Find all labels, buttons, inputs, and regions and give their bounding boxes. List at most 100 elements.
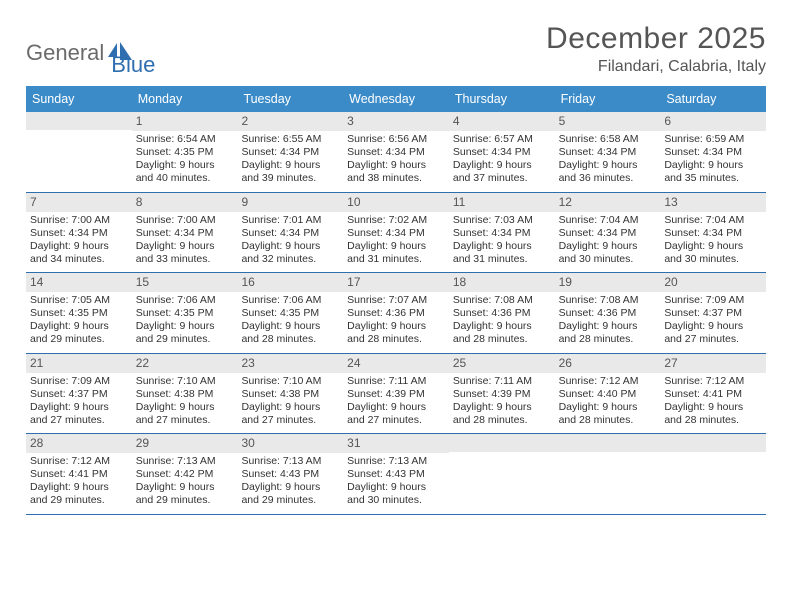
day-number: 12 xyxy=(555,193,661,212)
sunrise-line: Sunrise: 7:04 AM xyxy=(559,214,657,227)
daylight-line: and 30 minutes. xyxy=(347,494,445,507)
sunset-line: Sunset: 4:37 PM xyxy=(664,307,762,320)
sunset-line: Sunset: 4:34 PM xyxy=(664,146,762,159)
cell-body: Sunrise: 6:56 AMSunset: 4:34 PMDaylight:… xyxy=(343,133,449,186)
calendar-cell xyxy=(449,434,555,514)
calendar-page: General Blue December 2025 Filandari, Ca… xyxy=(0,0,792,515)
day-number xyxy=(660,434,766,452)
cell-body: Sunrise: 7:08 AMSunset: 4:36 PMDaylight:… xyxy=(555,294,661,347)
cell-body: Sunrise: 7:11 AMSunset: 4:39 PMDaylight:… xyxy=(343,375,449,428)
day-number: 10 xyxy=(343,193,449,212)
brand-logo: General Blue xyxy=(26,22,155,78)
calendar-week: 1Sunrise: 6:54 AMSunset: 4:35 PMDaylight… xyxy=(26,112,766,193)
cell-body: Sunrise: 7:07 AMSunset: 4:36 PMDaylight:… xyxy=(343,294,449,347)
daylight-line: and 27 minutes. xyxy=(241,414,339,427)
calendar-week: 7 Sunrise: 7:00 AMSunset: 4:34 PMDaylight… xyxy=(26,193,766,274)
daylight-line: and 27 minutes. xyxy=(30,414,128,427)
sunrise-line: Sunrise: 7:08 AM xyxy=(559,294,657,307)
daylight-line: and 28 minutes. xyxy=(453,333,551,346)
daylight-line: Daylight: 9 hours xyxy=(453,320,551,333)
day-number xyxy=(555,434,661,452)
sunset-line: Sunset: 4:34 PM xyxy=(453,146,551,159)
page-top: General Blue December 2025 Filandari, Ca… xyxy=(26,22,766,78)
weekday-col: Sunday xyxy=(26,86,132,112)
daylight-line: Daylight: 9 hours xyxy=(347,481,445,494)
sunset-line: Sunset: 4:35 PM xyxy=(136,146,234,159)
day-number: 7 xyxy=(26,193,132,212)
calendar-cell: 8Sunrise: 7:00 AMSunset: 4:34 PMDaylight… xyxy=(132,193,238,273)
daylight-line: Daylight: 9 hours xyxy=(241,401,339,414)
calendar-cell: 4Sunrise: 6:57 AMSunset: 4:34 PMDaylight… xyxy=(449,112,555,192)
calendar-cell: 24Sunrise: 7:11 AMSunset: 4:39 PMDayligh… xyxy=(343,354,449,434)
sunrise-line: Sunrise: 7:03 AM xyxy=(453,214,551,227)
calendar-cell: 16 Sunrise: 7:06 AMSunset: 4:35 PMDayligh… xyxy=(237,273,343,353)
sunset-line: Sunset: 4:43 PM xyxy=(241,468,339,481)
sunset-line: Sunset: 4:38 PM xyxy=(136,388,234,401)
sunset-line: Sunset: 4:36 PM xyxy=(453,307,551,320)
daylight-line: Daylight: 9 hours xyxy=(136,401,234,414)
cell-body: Sunrise: 7:12 AMSunset: 4:40 PMDaylight:… xyxy=(555,375,661,428)
calendar-cell: 17Sunrise: 7:07 AMSunset: 4:36 PMDayligh… xyxy=(343,273,449,353)
daylight-line: and 27 minutes. xyxy=(664,333,762,346)
daylight-line: and 29 minutes. xyxy=(30,333,128,346)
day-number xyxy=(26,112,132,130)
daylight-line: and 27 minutes. xyxy=(136,414,234,427)
cell-body: Sunrise: 7:11 AMSunset: 4:39 PMDaylight:… xyxy=(449,375,555,428)
daylight-line: Daylight: 9 hours xyxy=(347,240,445,253)
daylight-line: and 28 minutes. xyxy=(347,333,445,346)
sunset-line: Sunset: 4:34 PM xyxy=(664,227,762,240)
calendar-cell: 29Sunrise: 7:13 AMSunset: 4:42 PMDayligh… xyxy=(132,434,238,514)
calendar-cell: 18Sunrise: 7:08 AMSunset: 4:36 PMDayligh… xyxy=(449,273,555,353)
calendar-week: 28Sunrise: 7:12 AMSunset: 4:41 PMDayligh… xyxy=(26,434,766,515)
sunset-line: Sunset: 4:41 PM xyxy=(30,468,128,481)
sunrise-line: Sunrise: 7:13 AM xyxy=(136,455,234,468)
sunset-line: Sunset: 4:34 PM xyxy=(559,146,657,159)
cell-body: Sunrise: 7:12 AMSunset: 4:41 PMDaylight:… xyxy=(660,375,766,428)
sunset-line: Sunset: 4:34 PM xyxy=(136,227,234,240)
cell-body: Sunrise: 7:06 AMSunset: 4:35 PMDaylight:… xyxy=(237,294,343,347)
logo-text-blue: Blue xyxy=(111,52,155,78)
daylight-line: and 32 minutes. xyxy=(241,253,339,266)
sunrise-line: Sunrise: 7:12 AM xyxy=(30,455,128,468)
daylight-line: Daylight: 9 hours xyxy=(559,320,657,333)
calendar-cell: 2Sunrise: 6:55 AMSunset: 4:34 PMDaylight… xyxy=(237,112,343,192)
day-number: 16 xyxy=(237,273,343,292)
sunrise-line: Sunrise: 7:09 AM xyxy=(664,294,762,307)
cell-body: Sunrise: 7:05 AMSunset: 4:35 PMDaylight:… xyxy=(26,294,132,347)
sunset-line: Sunset: 4:38 PM xyxy=(241,388,339,401)
cell-body: Sunrise: 7:13 AMSunset: 4:43 PMDaylight:… xyxy=(343,455,449,508)
day-number: 3 xyxy=(343,112,449,131)
cell-body: Sunrise: 7:09 AMSunset: 4:37 PMDaylight:… xyxy=(660,294,766,347)
cell-body: Sunrise: 7:12 AMSunset: 4:41 PMDaylight:… xyxy=(26,455,132,508)
day-number: 21 xyxy=(26,354,132,373)
cell-body: Sunrise: 7:00 AMSunset: 4:34 PMDaylight:… xyxy=(26,214,132,267)
sunrise-line: Sunrise: 7:06 AM xyxy=(136,294,234,307)
daylight-line: and 34 minutes. xyxy=(30,253,128,266)
day-number: 29 xyxy=(132,434,238,453)
day-number: 20 xyxy=(660,273,766,292)
daylight-line: Daylight: 9 hours xyxy=(30,240,128,253)
calendar-cell: 3 Sunrise: 6:56 AMSunset: 4:34 PMDaylight… xyxy=(343,112,449,192)
weekday-col: Thursday xyxy=(449,86,555,112)
calendar-cell: 21Sunrise: 7:09 AMSunset: 4:37 PMDayligh… xyxy=(26,354,132,434)
calendar-cell: 6Sunrise: 6:59 AMSunset: 4:34 PMDaylight… xyxy=(660,112,766,192)
sunrise-line: Sunrise: 6:58 AM xyxy=(559,133,657,146)
sunset-line: Sunset: 4:35 PM xyxy=(30,307,128,320)
daylight-line: and 39 minutes. xyxy=(241,172,339,185)
calendar-cell: 19 Sunrise: 7:08 AMSunset: 4:36 PMDayligh… xyxy=(555,273,661,353)
calendar-cell: 5Sunrise: 6:58 AMSunset: 4:34 PMDaylight… xyxy=(555,112,661,192)
location-subtitle: Filandari, Calabria, Italy xyxy=(546,58,766,76)
day-number: 15 xyxy=(132,273,238,292)
weekday-col: Friday xyxy=(555,86,661,112)
calendar-cell: 13Sunrise: 7:04 AMSunset: 4:34 PMDayligh… xyxy=(660,193,766,273)
sunrise-line: Sunrise: 7:04 AM xyxy=(664,214,762,227)
sunrise-line: Sunrise: 7:08 AM xyxy=(453,294,551,307)
sunset-line: Sunset: 4:34 PM xyxy=(241,227,339,240)
daylight-line: Daylight: 9 hours xyxy=(136,481,234,494)
day-number: 19 xyxy=(555,273,661,292)
daylight-line: and 31 minutes. xyxy=(453,253,551,266)
sunset-line: Sunset: 4:39 PM xyxy=(453,388,551,401)
daylight-line: and 28 minutes. xyxy=(241,333,339,346)
day-number: 26 xyxy=(555,354,661,373)
daylight-line: Daylight: 9 hours xyxy=(30,320,128,333)
